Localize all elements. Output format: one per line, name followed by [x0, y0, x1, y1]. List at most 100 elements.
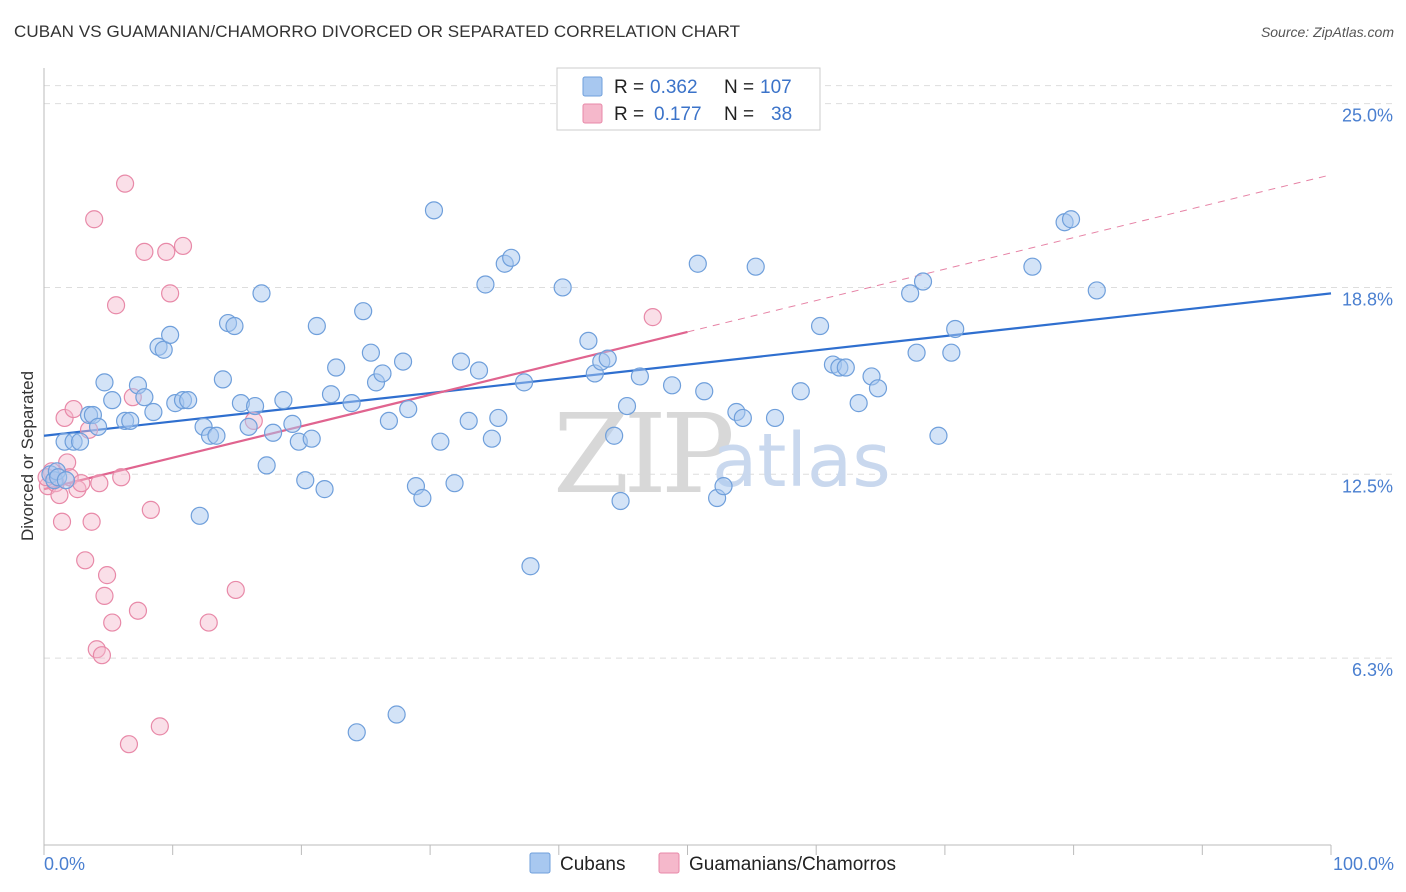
cuban-point: [424, 201, 444, 220]
bottom-legend-label-guamanians: Guamanians/Chamorros: [689, 854, 896, 875]
cuban-point: [327, 358, 346, 377]
watermark-zip: ZIP: [553, 390, 732, 518]
guamanian-point: [85, 210, 104, 229]
legend-r-value-cubans: 0.362: [650, 77, 698, 98]
cuban-point: [307, 316, 326, 336]
cuban-point: [257, 456, 276, 475]
cuban-point: [342, 394, 361, 413]
guamanian-point: [106, 296, 126, 315]
cuban-point: [1087, 281, 1106, 300]
cuban-point: [431, 432, 450, 451]
cuban-point: [733, 408, 752, 428]
cuban-point: [810, 316, 830, 336]
cuban-point: [688, 254, 707, 273]
cuban-point: [514, 373, 534, 392]
y-tick-label-0: 6.3%: [1352, 660, 1393, 680]
cuban-point: [399, 399, 418, 419]
guamanian-point: [135, 242, 154, 261]
cuban-point: [617, 396, 637, 416]
cuban-point: [1023, 257, 1042, 276]
cuban-point: [836, 358, 855, 377]
cuban-point: [929, 426, 948, 445]
legend-r-value-guamanians: 0.177: [654, 104, 702, 125]
cuban-point: [252, 284, 271, 303]
cuban-point: [714, 477, 733, 496]
cuban-point: [95, 373, 114, 392]
legend-bottom: Cubans Guamanians/Chamorros: [529, 852, 896, 875]
cuban-point: [321, 385, 341, 404]
cuban-point: [579, 331, 598, 350]
cuban-point: [611, 491, 630, 511]
y-axis-tick-labels: 6.3% 12.5% 18.8% 25.0%: [1342, 106, 1393, 681]
guamanian-point: [95, 586, 114, 605]
legend-n-value-guamanians: 38: [771, 104, 792, 125]
cuban-point: [393, 352, 413, 371]
cuban-point: [121, 411, 140, 431]
x-axis-ticks: [43, 845, 1332, 855]
guamanian-point: [87, 640, 106, 659]
legend-r-label-cubans: R =: [614, 77, 644, 98]
guamanian-point: [128, 601, 148, 620]
guamanian-point: [157, 242, 176, 261]
cuban-point: [263, 423, 283, 442]
source-label: Source: ZipAtlas.com: [1260, 24, 1394, 40]
watermark-atlas: atlas: [712, 418, 891, 504]
cuban-point: [946, 319, 965, 339]
cuban-point: [283, 414, 302, 433]
cuban-point: [502, 248, 521, 267]
cuban-point: [315, 480, 334, 499]
cuban-point: [213, 370, 232, 389]
cuban-point: [469, 361, 489, 380]
legend-n-label-cubans: N =: [724, 77, 754, 98]
cuban-point: [746, 257, 765, 276]
guamanian-point: [64, 399, 83, 419]
cuban-point: [598, 349, 617, 368]
cuban-point: [901, 284, 920, 303]
cuban-point: [135, 388, 154, 407]
cuban-point: [179, 391, 198, 410]
cuban-point: [56, 471, 75, 490]
guamanian-point: [97, 566, 117, 585]
legend-top: R = 0.362 N = 107 R = 0.177 N = 38: [556, 67, 821, 131]
cuban-point: [662, 376, 682, 395]
guamanian-point: [82, 512, 101, 531]
y-axis-label: Divorced or Separated: [18, 371, 37, 541]
guamanian-point: [150, 717, 169, 736]
cuban-point: [765, 408, 785, 428]
cuban-point: [161, 325, 180, 345]
gridlines: [44, 85, 1392, 659]
guamanian-point: [92, 646, 112, 665]
cuban-point: [225, 316, 244, 336]
cuban-point: [207, 426, 226, 445]
y-tick-label-2: 18.8%: [1342, 289, 1393, 309]
cuban-point: [245, 396, 265, 416]
bottom-legend-swatch-guamanians: [658, 852, 680, 874]
cuban-point: [387, 705, 406, 724]
cuban-point: [942, 343, 961, 362]
guamanian-point: [141, 500, 160, 519]
x-tick-label-max: 100.0%: [1333, 854, 1394, 874]
cuban-point: [239, 417, 258, 436]
legend-r-label-guamanians: R =: [614, 104, 644, 125]
cuban-point: [476, 275, 495, 294]
cuban-point: [489, 408, 508, 428]
guamanian-point: [76, 551, 95, 570]
y-tick-label-1: 12.5%: [1342, 476, 1393, 496]
cuban-point: [695, 382, 714, 401]
legend-swatch-cubans: [582, 76, 603, 97]
bottom-legend-swatch-cubans: [529, 852, 551, 874]
guamanian-point: [161, 284, 180, 303]
guamanian-point: [115, 174, 135, 193]
cuban-point: [791, 382, 810, 401]
cuban-point: [190, 506, 209, 525]
cuban-point: [913, 272, 933, 291]
guamanian-point: [119, 735, 139, 754]
bottom-legend-label-cubans: Cubans: [560, 854, 626, 875]
cuban-point: [907, 343, 926, 362]
cuban-point: [354, 302, 373, 321]
cuban-point: [459, 411, 478, 431]
cuban-point: [849, 394, 868, 413]
cuban-point: [88, 417, 108, 436]
legend-swatch-guamanians: [582, 103, 603, 124]
